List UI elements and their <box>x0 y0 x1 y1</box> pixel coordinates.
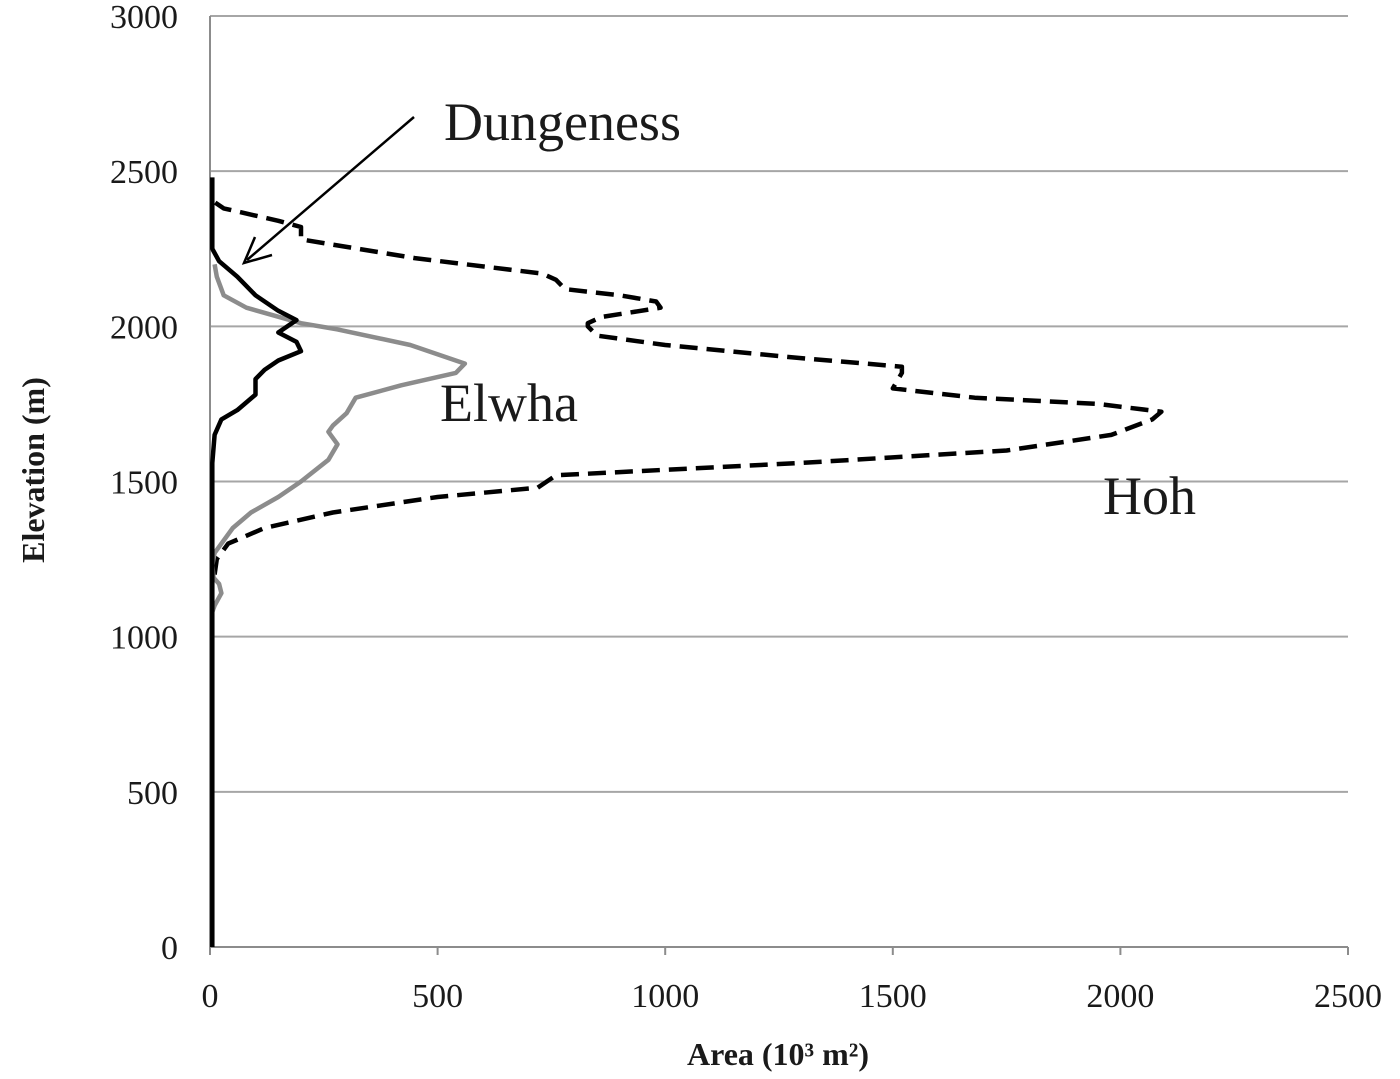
series-line-dungeness <box>210 177 304 947</box>
x-tick-label-2000: 2000 <box>1086 978 1154 1015</box>
dungeness-arrow-head <box>241 236 273 265</box>
gridlines <box>210 15 1348 793</box>
x-axis-title: Area (10³ m²) <box>687 1036 869 1072</box>
y-tick-label-1500: 1500 <box>110 465 178 502</box>
x-tick-label-500: 500 <box>412 978 463 1015</box>
y-tick-label-500: 500 <box>127 775 178 812</box>
x-tick-label-1500: 1500 <box>859 978 927 1015</box>
y-tick-label-2000: 2000 <box>110 309 178 346</box>
dungeness-arrow-line <box>246 116 415 261</box>
annotation-dungeness: Dungeness <box>444 92 681 152</box>
series-line-hoh <box>210 195 1164 575</box>
y-tick-label-3000: 3000 <box>110 0 178 36</box>
x-tick-label-1000: 1000 <box>631 978 699 1015</box>
y-tick-label-2500: 2500 <box>110 154 178 191</box>
axes <box>209 16 1349 955</box>
annotation-elwha: Elwha <box>440 373 578 433</box>
tick-labels: 0 500 1000 1500 2000 2500 3000 0 500 1000 1500 2000… <box>110 0 1382 1015</box>
series-line-elwha <box>210 263 468 613</box>
annotation-hoh: Hoh <box>1103 466 1196 526</box>
y-tick-label-0: 0 <box>161 930 178 967</box>
series-lines <box>210 177 1164 947</box>
x-tick-label-2500: 2500 <box>1314 978 1382 1015</box>
y-tick-label-1000: 1000 <box>110 620 178 657</box>
y-axis-title: Elevation (m) <box>15 377 51 563</box>
x-tick-label-0: 0 <box>202 978 219 1015</box>
